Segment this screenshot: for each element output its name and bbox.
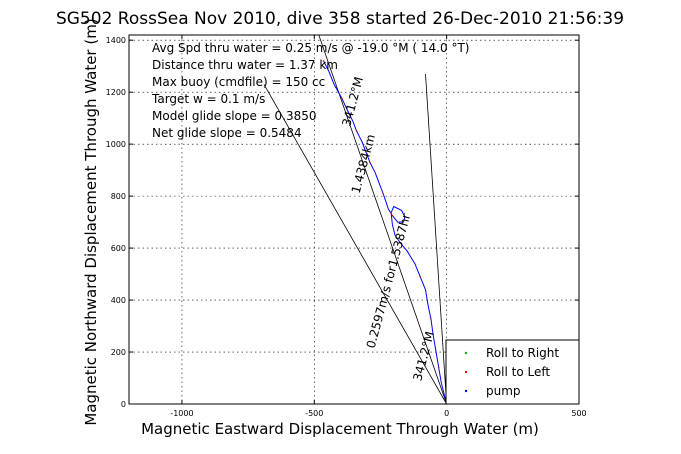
y-axis-label: Magnetic Northward Displacement Through … [82,18,100,425]
chart-title: SG502 RossSea Nov 2010, dive 358 started… [56,9,624,29]
legend-box [445,339,580,405]
legend-marker [464,370,468,374]
x-tick-label: -1000 [170,409,193,418]
x-tick-label: 0 [444,409,449,418]
roll-left-point [399,242,402,244]
x-tick-label: 500 [571,409,586,418]
roll-left-point [390,212,392,214]
roll-left-point [382,192,384,195]
annotation-block: Avg Spd thru water = 0.25 m/s @ -19.0 °M… [151,41,469,140]
legend-marker [464,389,468,393]
reference-line [425,73,447,404]
y-tick-label: 200 [111,348,126,357]
legend: Roll to Right Roll to Left pump [445,339,580,405]
legend-label: Roll to Right [486,346,559,360]
annotation-line: Model glide slope = 0.3850 [152,109,317,123]
annotation-line: Target w = 0.1 m/s [151,92,265,106]
y-tick-label: 0 [121,400,126,409]
annotation-line: Avg Spd thru water = 0.25 m/s @ -19.0 °M… [152,41,469,55]
y-tick-label: 1400 [106,36,126,45]
legend-label: Roll to Left [486,365,550,379]
roll-left-point [341,97,343,100]
roll-left-point [391,214,394,217]
y-tick-label: 600 [111,244,126,253]
reference-line [318,35,447,404]
y-tick-label: 400 [111,296,126,305]
reference-line [263,84,447,404]
x-tick-label: -500 [305,409,323,418]
y-tick-label: 800 [111,192,126,201]
roll-left-point [322,60,325,62]
roll-left-point [429,317,432,320]
roll-left-point [369,161,371,164]
plot-frame [128,34,580,405]
y-tick-label: 1000 [106,140,126,149]
roll-left-point [404,216,406,218]
roll-left-point [437,366,440,369]
legend-marker [464,351,468,355]
reference-lines [263,35,447,404]
legend-label: pump [486,384,521,398]
x-axis-label: Magnetic Eastward Displacement Through W… [141,420,539,438]
annotation-line: Max buoy (cmdfile) = 150 cc [152,75,325,89]
roll-left-point [419,275,421,278]
annotation-line: Net glide slope = 0.5484 [152,126,302,140]
annotation-line: Distance thru water = 1.37 km [152,58,338,72]
roll-left-point [355,130,358,132]
y-tick-label: 1200 [106,88,126,97]
